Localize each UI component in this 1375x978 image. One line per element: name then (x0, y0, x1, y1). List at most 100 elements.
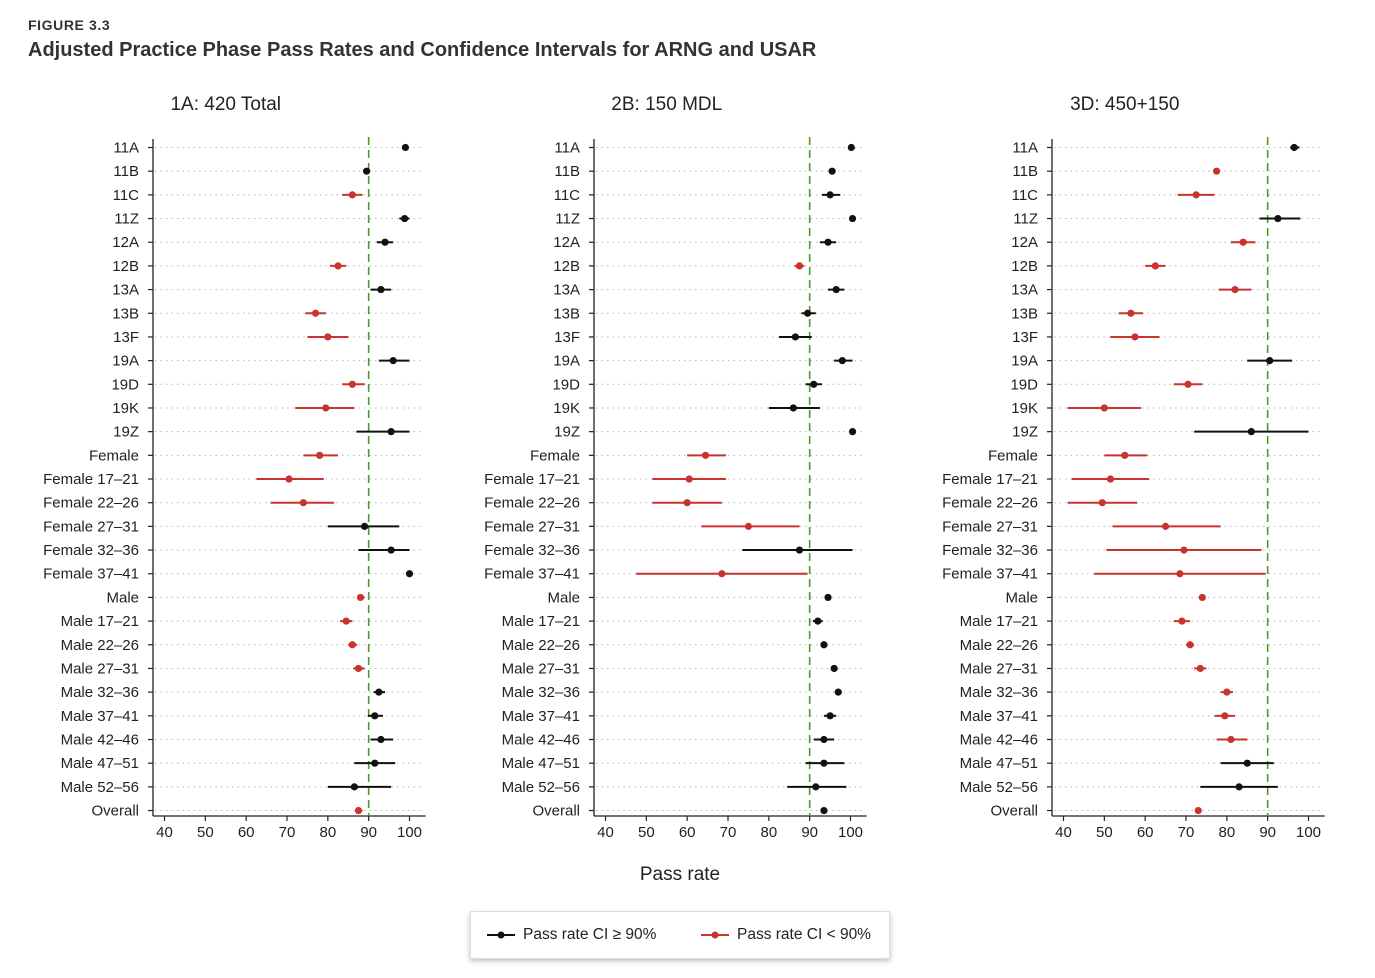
category-label: 19A (112, 353, 139, 370)
legend-label-below: Pass rate CI < 90% (737, 926, 871, 943)
category-label: Male 17–21 (960, 613, 1038, 630)
data-point (791, 333, 799, 341)
data-point (1184, 380, 1192, 388)
category-label: 13F (113, 329, 139, 346)
data-point (795, 546, 804, 554)
data-point (744, 522, 753, 530)
x-tick-label: 40 (1055, 824, 1072, 841)
category-label: Male 17–21 (61, 613, 139, 630)
category-label: Overall (990, 803, 1038, 820)
category-label: 19D (111, 376, 139, 393)
data-point (1151, 262, 1159, 270)
data-point (1178, 617, 1186, 625)
category-label: Female 32–36 (484, 542, 580, 559)
category-label: 13A (112, 282, 139, 299)
data-point (826, 191, 834, 199)
data-point (377, 285, 385, 294)
x-tick-label: 60 (679, 824, 696, 841)
category-label: Overall (91, 803, 139, 820)
category-label: 11C (113, 187, 140, 204)
category-label: Male 42–46 (61, 732, 139, 749)
category-label: 13B (112, 305, 139, 322)
category-label: 11B (1012, 163, 1038, 180)
category-label: Male 32–36 (61, 684, 139, 701)
data-point (316, 451, 324, 459)
category-label: 12B (553, 258, 580, 275)
data-point (826, 712, 834, 720)
category-label: Female 17–21 (942, 471, 1038, 488)
category-label: 19K (112, 400, 139, 417)
data-point (1290, 143, 1298, 152)
category-label: Male 27–31 (960, 660, 1038, 677)
data-point (824, 593, 832, 602)
category-label: 12A (553, 234, 580, 251)
x-tick-label: 100 (1296, 824, 1321, 841)
category-label: Male 52–56 (960, 779, 1038, 796)
category-label: Female (988, 447, 1038, 464)
category-label: 13B (1011, 305, 1038, 322)
category-label: 11B (554, 163, 580, 180)
category-label: Overall (532, 803, 580, 820)
category-label: Male 42–46 (960, 732, 1038, 749)
data-point (334, 262, 342, 270)
data-point (363, 167, 371, 175)
category-label: 12A (1011, 234, 1038, 251)
category-label: Male 22–26 (960, 637, 1038, 654)
figure-label: FIGURE 3.3 (28, 17, 111, 33)
category-label: 11B (113, 163, 139, 180)
x-tick-label: 80 (319, 824, 336, 841)
category-label: Female 22–26 (43, 495, 139, 512)
x-tick-label: 40 (156, 824, 173, 841)
data-point (1180, 546, 1188, 554)
data-point (683, 499, 691, 507)
data-point (371, 712, 379, 720)
data-point (1196, 664, 1204, 673)
category-label: 11Z (114, 211, 139, 228)
data-point (820, 806, 828, 815)
category-label: Male 32–36 (960, 684, 1038, 701)
category-label: Male 42–46 (502, 732, 580, 749)
category-label: Male 32–36 (502, 684, 580, 701)
data-point (1192, 191, 1200, 199)
data-point (718, 570, 726, 578)
category-label: Male (106, 589, 139, 606)
data-point (1243, 759, 1251, 767)
data-point (847, 143, 855, 152)
data-point (1121, 451, 1129, 459)
data-point (820, 735, 828, 744)
x-tick-label: 100 (838, 824, 863, 841)
data-point (375, 688, 383, 696)
data-point (1098, 499, 1106, 507)
category-label: Male 22–26 (61, 637, 139, 654)
data-point (324, 333, 332, 341)
category-label: 19Z (554, 424, 580, 441)
category-label: Female 17–21 (484, 471, 580, 488)
category-label: Male 52–56 (502, 779, 580, 796)
category-label: 19K (1011, 400, 1038, 417)
data-point (795, 262, 804, 270)
x-tick-label: 50 (197, 824, 214, 841)
category-label: 19Z (1012, 424, 1038, 441)
data-point (350, 783, 358, 791)
data-point (1247, 428, 1255, 436)
legend-item-above: Pass rate CI ≥ 90% (485, 912, 656, 958)
category-label: Female 37–41 (942, 566, 1038, 583)
data-point (348, 641, 356, 649)
category-label: Female 22–26 (484, 495, 580, 512)
data-point (1194, 806, 1202, 815)
x-tick-label: 100 (397, 824, 422, 841)
data-point (1131, 333, 1139, 341)
category-label: 19A (553, 353, 580, 370)
legend: Pass rate CI ≥ 90% Pass rate CI < 90% (470, 911, 890, 959)
data-point (820, 759, 828, 767)
data-point (311, 309, 320, 317)
category-label: Female 27–31 (942, 518, 1038, 535)
category-label: Female 17–21 (43, 471, 139, 488)
data-point (834, 688, 842, 696)
x-tick-label: 90 (801, 824, 818, 841)
category-label: 11C (1012, 187, 1039, 204)
data-point (285, 475, 293, 483)
x-axis-label: Pass rate (640, 864, 720, 885)
category-label: 11Z (555, 211, 580, 228)
